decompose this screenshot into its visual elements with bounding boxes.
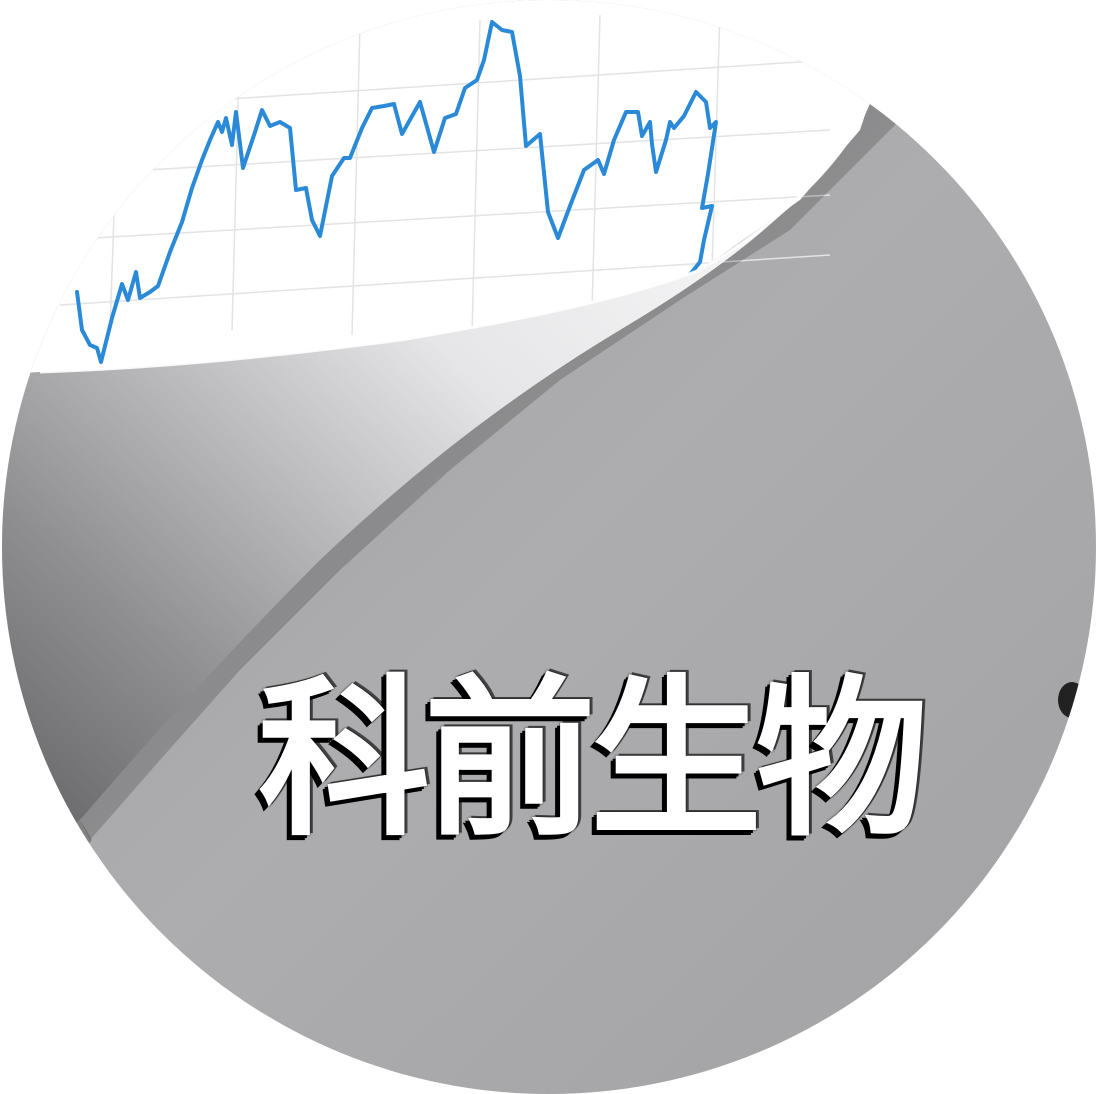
- stock-trend-line: [75, 20, 718, 364]
- company-name-title: 科前生物: [258, 659, 928, 860]
- dark-speck: [1058, 682, 1086, 718]
